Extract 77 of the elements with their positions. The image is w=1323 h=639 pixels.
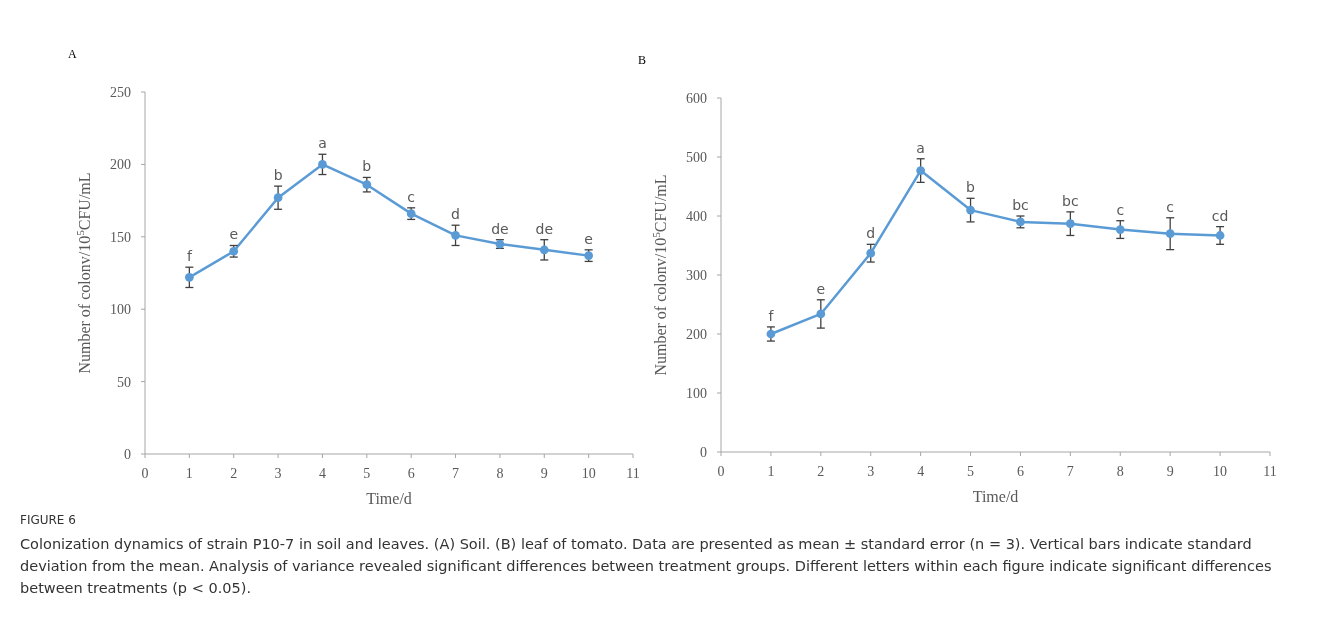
caption: FIGURE 6 — [20, 513, 77, 527]
point — [1115, 225, 1125, 234]
y-tick-label: 50 — [117, 374, 131, 390]
x-tick-label: 7 — [1066, 464, 1074, 479]
x-tick-label: 3 — [867, 464, 875, 479]
annotation: f — [186, 248, 193, 265]
x-tick-label: 1 — [185, 466, 193, 481]
annotation: e — [584, 230, 593, 247]
x-tick-label: 2 — [230, 466, 238, 481]
point — [866, 248, 876, 258]
y-tick-label: 0 — [700, 444, 707, 460]
y-tick-label: 250 — [110, 84, 131, 100]
annotation: bc — [1012, 197, 1029, 213]
x-tick-label: 6 — [407, 466, 415, 481]
annotation: b — [966, 179, 976, 196]
point — [451, 230, 460, 240]
annotation: cd — [1211, 207, 1229, 224]
point — [362, 180, 372, 190]
y-tick-label: 500 — [686, 149, 707, 165]
x-tick-label: 2 — [817, 464, 825, 479]
x-tick-label: 8 — [1116, 464, 1124, 479]
y-tick-label: 200 — [110, 157, 131, 173]
point — [1165, 229, 1175, 239]
y-tick-label: 0 — [124, 446, 131, 462]
annotation: a — [916, 139, 925, 156]
point — [1215, 231, 1225, 240]
point — [539, 245, 549, 255]
x-tick-label: 7 — [452, 466, 460, 481]
point — [318, 160, 327, 169]
annotation: b — [273, 167, 283, 184]
x-tick-label: 1 — [767, 464, 775, 479]
annotation: c — [1116, 201, 1125, 218]
chart-title: A — [68, 47, 77, 61]
x-tick-label: 3 — [274, 466, 282, 481]
y-tick-label: 100 — [110, 302, 131, 318]
y-tick-label: 100 — [686, 385, 707, 401]
point — [966, 205, 975, 215]
annotation: d — [451, 206, 460, 223]
text: Colonization dynamics of strain P10-7 in soil and leaves. (A) Soil. (B) leaf of tomato. Data are presented as mean ± standard error (n = 3). Vertical bars indicate standard deviation from the mean. Analysis of variance revealed significant differences between treatment groups. Different letters within each figure indicate significant differences between treatments (p < 0.05). — [20, 535, 1273, 598]
y-tick-label: 400 — [686, 208, 707, 224]
x-tick-label: 10 — [581, 466, 596, 481]
annotation: e — [229, 226, 239, 243]
x-axis-title: Time/d — [972, 488, 1019, 505]
annotation: de — [535, 220, 554, 237]
y-tick-label: 150 — [110, 229, 131, 245]
annotation: b — [362, 158, 372, 175]
x-tick-label: 5 — [967, 464, 975, 479]
x-tick-label: 0 — [141, 466, 149, 481]
point — [916, 166, 926, 175]
point — [273, 193, 283, 203]
x-tick-label: 6 — [1016, 464, 1024, 479]
point — [184, 272, 194, 282]
annotation: de — [491, 220, 509, 237]
x-axis-title: Time/d — [366, 490, 412, 507]
point — [816, 309, 826, 319]
y-tick-label: 300 — [686, 267, 707, 283]
point — [1065, 219, 1075, 229]
x-tick-label: 4 — [318, 466, 326, 481]
annotation: f — [768, 307, 775, 324]
x-tick-label: 9 — [1166, 464, 1174, 479]
x-tick-label: 9 — [540, 466, 548, 481]
annotation: d — [866, 225, 876, 242]
y-tick-label: 200 — [686, 326, 707, 342]
x-tick-label: 11 — [626, 466, 640, 481]
x-tick-label: 10 — [1213, 464, 1228, 479]
x-tick-label: 0 — [717, 464, 725, 479]
annotation: c — [407, 188, 416, 205]
x-tick-label: 8 — [496, 466, 504, 481]
y-tick-label: 600 — [686, 90, 707, 106]
annotation: c — [1166, 198, 1175, 215]
x-tick-label: 4 — [917, 464, 925, 479]
chart-title: B — [638, 53, 647, 67]
x-tick-label: 5 — [363, 466, 371, 481]
annotation: e — [816, 280, 826, 297]
annotation: bc — [1062, 192, 1079, 209]
x-tick-label: 11 — [1263, 464, 1277, 479]
annotation: a — [318, 135, 327, 152]
